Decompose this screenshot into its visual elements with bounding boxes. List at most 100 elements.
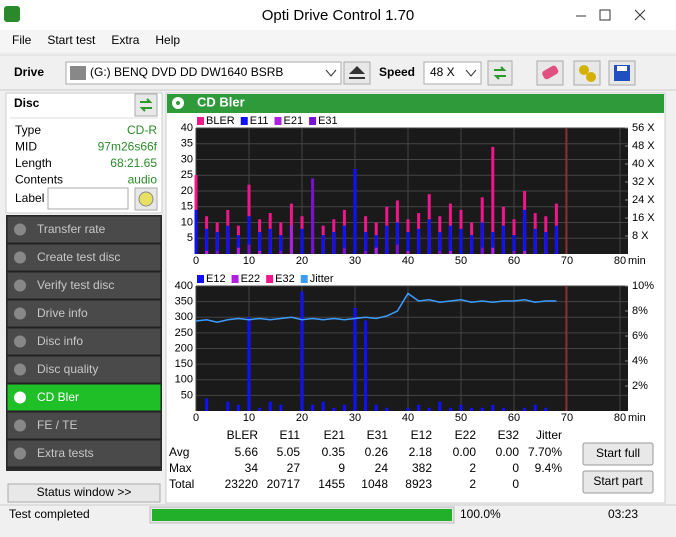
legend-label: E11	[250, 115, 269, 127]
bar	[332, 231, 336, 254]
panel-header	[167, 94, 664, 113]
stats-cell: 2	[469, 477, 476, 491]
sidebar-button[interactable]	[6, 355, 162, 384]
y2-tick-label: 6%	[632, 330, 648, 342]
menu-item[interactable]: Help	[155, 33, 180, 47]
bar	[385, 225, 389, 254]
bar	[205, 228, 209, 254]
bar	[236, 247, 240, 254]
menu-item[interactable]: File	[12, 33, 32, 47]
sidebar-button[interactable]	[6, 327, 162, 356]
stats-cell: 382	[412, 461, 432, 475]
speed-label: Speed	[379, 65, 415, 79]
action-button[interactable]	[582, 442, 654, 466]
legend-swatch	[309, 117, 317, 125]
jitter-line	[195, 292, 557, 324]
action-button[interactable]	[582, 470, 654, 494]
drive-label: Drive	[14, 65, 44, 79]
sidebar-button[interactable]	[6, 383, 162, 412]
y2-tick-label: 32 X	[632, 176, 655, 188]
bar	[406, 250, 410, 254]
drive-select[interactable]	[65, 61, 342, 85]
stats-row-label: Avg	[169, 445, 189, 459]
label-input[interactable]	[47, 187, 129, 210]
stats-cell: 23220	[225, 477, 259, 491]
sidebar-button[interactable]	[6, 271, 162, 300]
stats-cell: 1455	[318, 477, 345, 491]
sidebar-button[interactable]	[6, 411, 162, 440]
legend-label: Jitter	[310, 273, 334, 285]
field-label: Length	[15, 156, 52, 170]
stats-cell: 0.00	[453, 445, 477, 459]
bar	[544, 231, 548, 254]
bar	[491, 404, 495, 411]
maximize[interactable]	[599, 9, 611, 21]
field-value: audio	[128, 173, 158, 187]
sidebar-icon	[14, 447, 26, 460]
field-value: 97m26s66f	[98, 140, 158, 154]
stats-cell: 24	[375, 461, 389, 475]
bar	[470, 407, 474, 411]
stats-header: BLER	[227, 428, 259, 442]
bar	[364, 250, 368, 254]
legend-label: E21	[284, 115, 304, 127]
x-tick-label: 10	[243, 412, 255, 424]
sidebar-button[interactable]	[6, 243, 162, 272]
bar	[523, 209, 527, 254]
stats-cell: 5.05	[277, 445, 301, 459]
bar	[438, 250, 442, 254]
bar	[215, 231, 219, 254]
bar	[258, 231, 262, 254]
charts: BLER E11 E21 E31 5 10 15 20 25 30 35 40 8 X 16 X 24 X 3…	[175, 115, 656, 424]
stats-header: E32	[498, 428, 520, 442]
sidebar-icon	[14, 363, 26, 376]
stats-header: E22	[455, 428, 477, 442]
sidebar-icon	[14, 223, 26, 236]
bar	[236, 404, 240, 411]
legend-swatch	[197, 275, 204, 283]
sidebar-button[interactable]	[6, 215, 162, 244]
stats-header: Jitter	[536, 428, 562, 442]
sidebar-button[interactable]	[6, 299, 162, 328]
stats-row-label: Max	[169, 461, 192, 475]
bar	[332, 407, 336, 411]
sidebar-label: Drive info	[37, 306, 88, 320]
bar	[268, 228, 272, 254]
disc-header: Disc	[14, 96, 40, 110]
bar	[406, 407, 410, 411]
bar	[491, 247, 495, 254]
x-tick-label: 70	[561, 255, 573, 267]
stats-cell: 2.18	[409, 445, 433, 459]
bar	[353, 307, 357, 411]
field-label: Contents	[15, 173, 63, 187]
y-tick-label: 15	[181, 201, 193, 213]
bar	[459, 404, 463, 411]
stats-cell: 0	[512, 477, 519, 491]
disc-refresh[interactable]	[134, 93, 158, 117]
bar	[247, 244, 251, 254]
legend-swatch	[197, 117, 204, 125]
refresh-button[interactable]	[487, 60, 513, 86]
stats-cell: 5.66	[235, 445, 259, 459]
status-window-button[interactable]	[7, 483, 161, 503]
legend-swatch	[274, 117, 282, 125]
progress-fill	[152, 509, 452, 521]
y2-tick-label: 48 X	[632, 140, 655, 152]
speed-select[interactable]	[423, 61, 482, 85]
x-tick-label: 30	[349, 412, 361, 424]
stats-cell: 0	[512, 461, 519, 475]
sidebar-icon	[14, 391, 26, 404]
legend-label: E12	[206, 273, 226, 285]
menu-item[interactable]: Start test	[47, 33, 96, 47]
bar	[501, 225, 505, 254]
menu-item[interactable]: Extra	[111, 33, 139, 47]
x-tick-label: 10	[243, 255, 255, 267]
y-tick-label: 250	[175, 327, 193, 339]
y-tick-label: 5	[187, 232, 193, 244]
close[interactable]	[634, 9, 646, 21]
bar	[427, 219, 431, 254]
sidebar-button[interactable]	[6, 439, 162, 468]
dropdown-arrow	[325, 69, 337, 77]
bar	[512, 250, 516, 254]
bar	[438, 231, 442, 254]
